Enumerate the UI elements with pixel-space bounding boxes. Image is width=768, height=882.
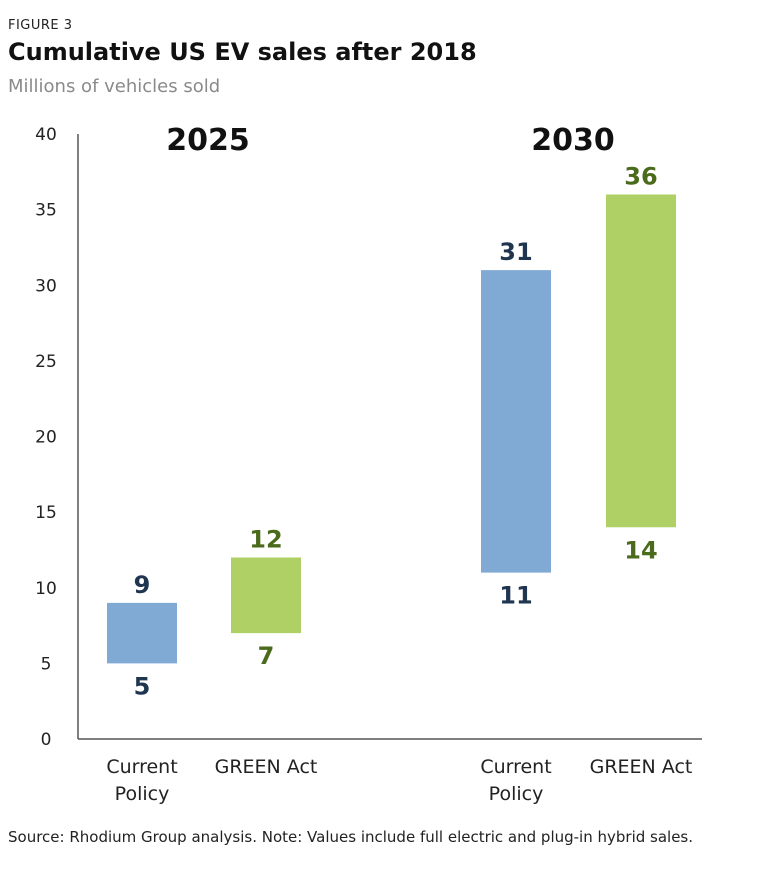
- data-label-high: 12: [249, 526, 282, 554]
- data-label-low: 14: [624, 536, 657, 564]
- y-tick-label: 5: [41, 654, 52, 674]
- x-category-label: Current: [106, 756, 177, 778]
- y-tick-label: 35: [35, 201, 57, 221]
- data-label-low: 7: [258, 642, 275, 670]
- y-tick-label: 20: [35, 428, 57, 448]
- group-label-2025: 2025: [166, 123, 250, 158]
- chart-subtitle: Millions of vehicles sold: [8, 76, 221, 97]
- group-label-2030: 2030: [531, 123, 615, 158]
- figure-label: FIGURE 3: [8, 18, 73, 33]
- chart-title: Cumulative US EV sales after 2018: [8, 38, 477, 66]
- data-label-high: 31: [499, 238, 532, 266]
- y-tick-label: 15: [35, 503, 57, 523]
- bar-green_act-2025: [231, 557, 301, 634]
- x-category-label: GREEN Act: [590, 756, 693, 778]
- source-note: Source: Rhodium Group analysis. Note: Va…: [8, 828, 694, 846]
- y-tick-label: 0: [41, 730, 52, 750]
- x-category-label: GREEN Act: [215, 756, 318, 778]
- x-category-label: Current: [480, 756, 551, 778]
- y-tick-label: 40: [35, 125, 57, 145]
- y-tick-label: 25: [35, 352, 57, 372]
- bar-current_policy-2025: [107, 602, 177, 664]
- data-label-low: 11: [499, 582, 532, 610]
- bar-green_act-2030: [606, 194, 676, 528]
- data-label-high: 9: [134, 571, 151, 599]
- y-tick-label: 30: [35, 276, 57, 296]
- x-category-label: Policy: [115, 783, 170, 805]
- y-tick-label: 10: [35, 579, 57, 599]
- data-label-high: 36: [624, 163, 657, 191]
- x-category-label: Policy: [489, 783, 544, 805]
- bar-current_policy-2030: [481, 270, 551, 573]
- data-label-low: 5: [134, 672, 151, 700]
